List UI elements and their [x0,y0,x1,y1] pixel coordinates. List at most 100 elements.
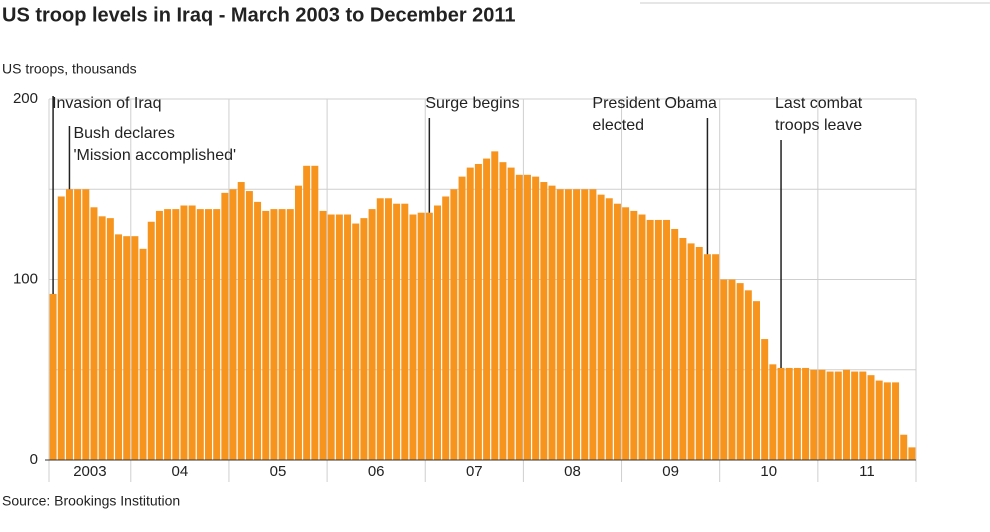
bar [818,369,826,460]
bar [319,210,327,460]
bar [842,369,850,460]
y-tick-label: 200 [13,90,38,107]
source: Source: Brookings Institution [2,493,180,509]
bar [483,158,491,460]
annotation-text: Surge begins [425,95,519,112]
bar [523,174,531,460]
bar [360,218,368,460]
bar [237,182,245,460]
bar [245,191,253,460]
bar [196,209,204,460]
bar [335,214,343,460]
bar [613,203,621,460]
bar [646,219,654,460]
bar [532,176,540,461]
bar [540,182,548,460]
bar [474,163,482,461]
bar [409,214,417,460]
bar [573,189,581,460]
bar [679,237,687,460]
bar [344,214,352,460]
bar [65,189,73,460]
bar [172,209,180,460]
bar [229,189,237,460]
bar [401,203,409,460]
bar [777,367,785,460]
y-axis-label: US troops, thousands [2,61,137,77]
annotation-text: troops leave [775,117,862,134]
bar [875,380,883,460]
bar [892,382,900,460]
bar [507,167,515,460]
annotation-text: elected [592,117,644,134]
bar [213,209,221,460]
bar [769,364,777,460]
bar [442,196,450,460]
x-tick-label: 11 [859,463,875,480]
bar [74,189,82,460]
bar [712,254,720,460]
x-tick-label: 06 [368,463,385,480]
bar [622,207,630,460]
bar [221,192,229,461]
bar [164,209,172,460]
bar [883,382,891,460]
bar [393,203,401,460]
bar [286,209,294,460]
bar [793,367,801,460]
bar [106,218,114,460]
bar [753,301,760,460]
bar [270,209,278,460]
bar [638,214,646,460]
bar [785,367,793,460]
bar [630,210,638,460]
x-tick-label: 05 [270,463,287,480]
bar [376,198,384,460]
bar [384,198,392,460]
x-tick-label: 09 [662,463,679,480]
bar [147,221,155,460]
x-tick-label: 10 [760,463,777,480]
bar [278,209,286,460]
chart-title: US troop levels in Iraq - March 2003 to … [2,4,516,26]
bar [131,236,139,460]
bar [491,151,499,460]
bar [254,201,262,460]
bar [57,196,65,460]
bar [458,176,466,461]
bar [654,219,662,460]
bar [720,279,728,460]
bar [900,434,908,460]
x-tick-label: 04 [172,463,189,480]
bar [671,228,679,460]
bar [417,212,425,460]
bar [851,371,859,460]
annotation-text: 'Mission accomplished' [73,147,236,164]
bar [139,248,147,460]
bar [826,371,834,460]
bar [294,185,302,460]
bar [744,290,752,460]
bar [155,210,163,460]
bar [728,279,736,460]
bar [834,371,842,460]
bar [450,189,458,460]
bar [810,369,818,460]
bar [262,210,270,460]
bar [581,189,589,460]
bar [556,189,564,460]
bar [802,367,810,460]
bar [311,165,319,460]
y-tick-label: 100 [13,270,38,287]
bar [115,234,123,460]
bar [515,174,523,460]
bar [499,162,507,461]
bar [49,293,57,460]
bar [303,165,311,460]
bar [368,209,376,460]
bar [425,212,433,460]
bar [352,223,360,460]
bar [859,371,867,460]
